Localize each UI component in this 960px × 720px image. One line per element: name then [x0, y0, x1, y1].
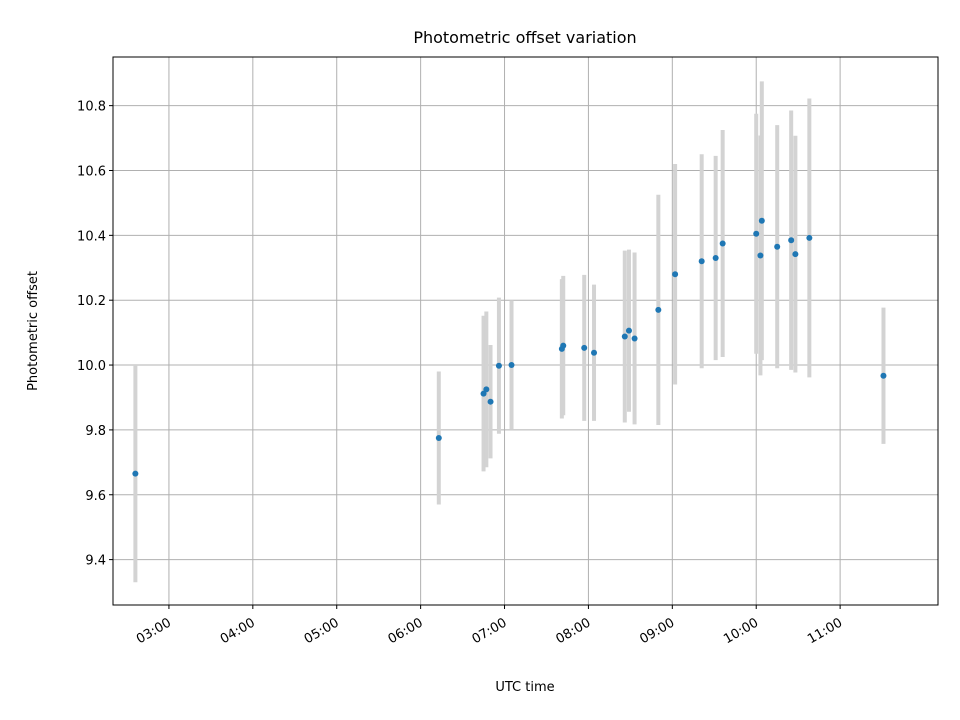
data-point	[880, 372, 887, 379]
data-point	[487, 398, 494, 405]
data-point	[495, 362, 502, 369]
y-tick-label: 10.2	[77, 294, 106, 309]
data-point	[591, 349, 598, 356]
data-point	[480, 390, 487, 397]
data-point	[698, 258, 705, 265]
data-point	[132, 470, 139, 477]
y-axis-label: Photometric offset	[26, 271, 41, 391]
y-tick-label: 9.4	[85, 554, 106, 569]
grid	[113, 57, 938, 605]
data-point	[672, 271, 679, 278]
data-point	[788, 237, 795, 244]
chart-title: Photometric offset variation	[413, 28, 636, 47]
data-point	[757, 252, 764, 259]
data-point	[483, 386, 490, 393]
data-point	[753, 230, 760, 237]
y-tick-label: 10.0	[77, 359, 106, 374]
data-point	[621, 333, 628, 340]
y-tick-label: 9.6	[85, 489, 106, 504]
y-tick-label: 10.4	[77, 229, 106, 244]
data-point	[806, 234, 813, 241]
y-tick-label: 10.6	[77, 164, 106, 179]
data-point	[631, 335, 638, 342]
data-point	[655, 306, 662, 313]
plot-frame	[112, 56, 939, 606]
data-point	[581, 344, 588, 351]
data-point	[435, 435, 442, 442]
data-point	[758, 217, 765, 224]
data-point	[625, 327, 632, 334]
data-point	[712, 255, 719, 262]
data-point	[508, 362, 515, 369]
x-axis-label: UTC time	[495, 680, 554, 695]
data-point	[560, 342, 567, 349]
data-point	[792, 251, 799, 258]
y-tick-label: 9.8	[85, 424, 106, 439]
data-point	[719, 240, 726, 247]
y-tick-label: 10.8	[77, 100, 106, 115]
data-point	[774, 243, 781, 250]
y-axis: 9.4 9.6 9.8 10.0 10.2 10.4 10.6 10.8	[77, 100, 113, 569]
data-points	[132, 217, 887, 477]
